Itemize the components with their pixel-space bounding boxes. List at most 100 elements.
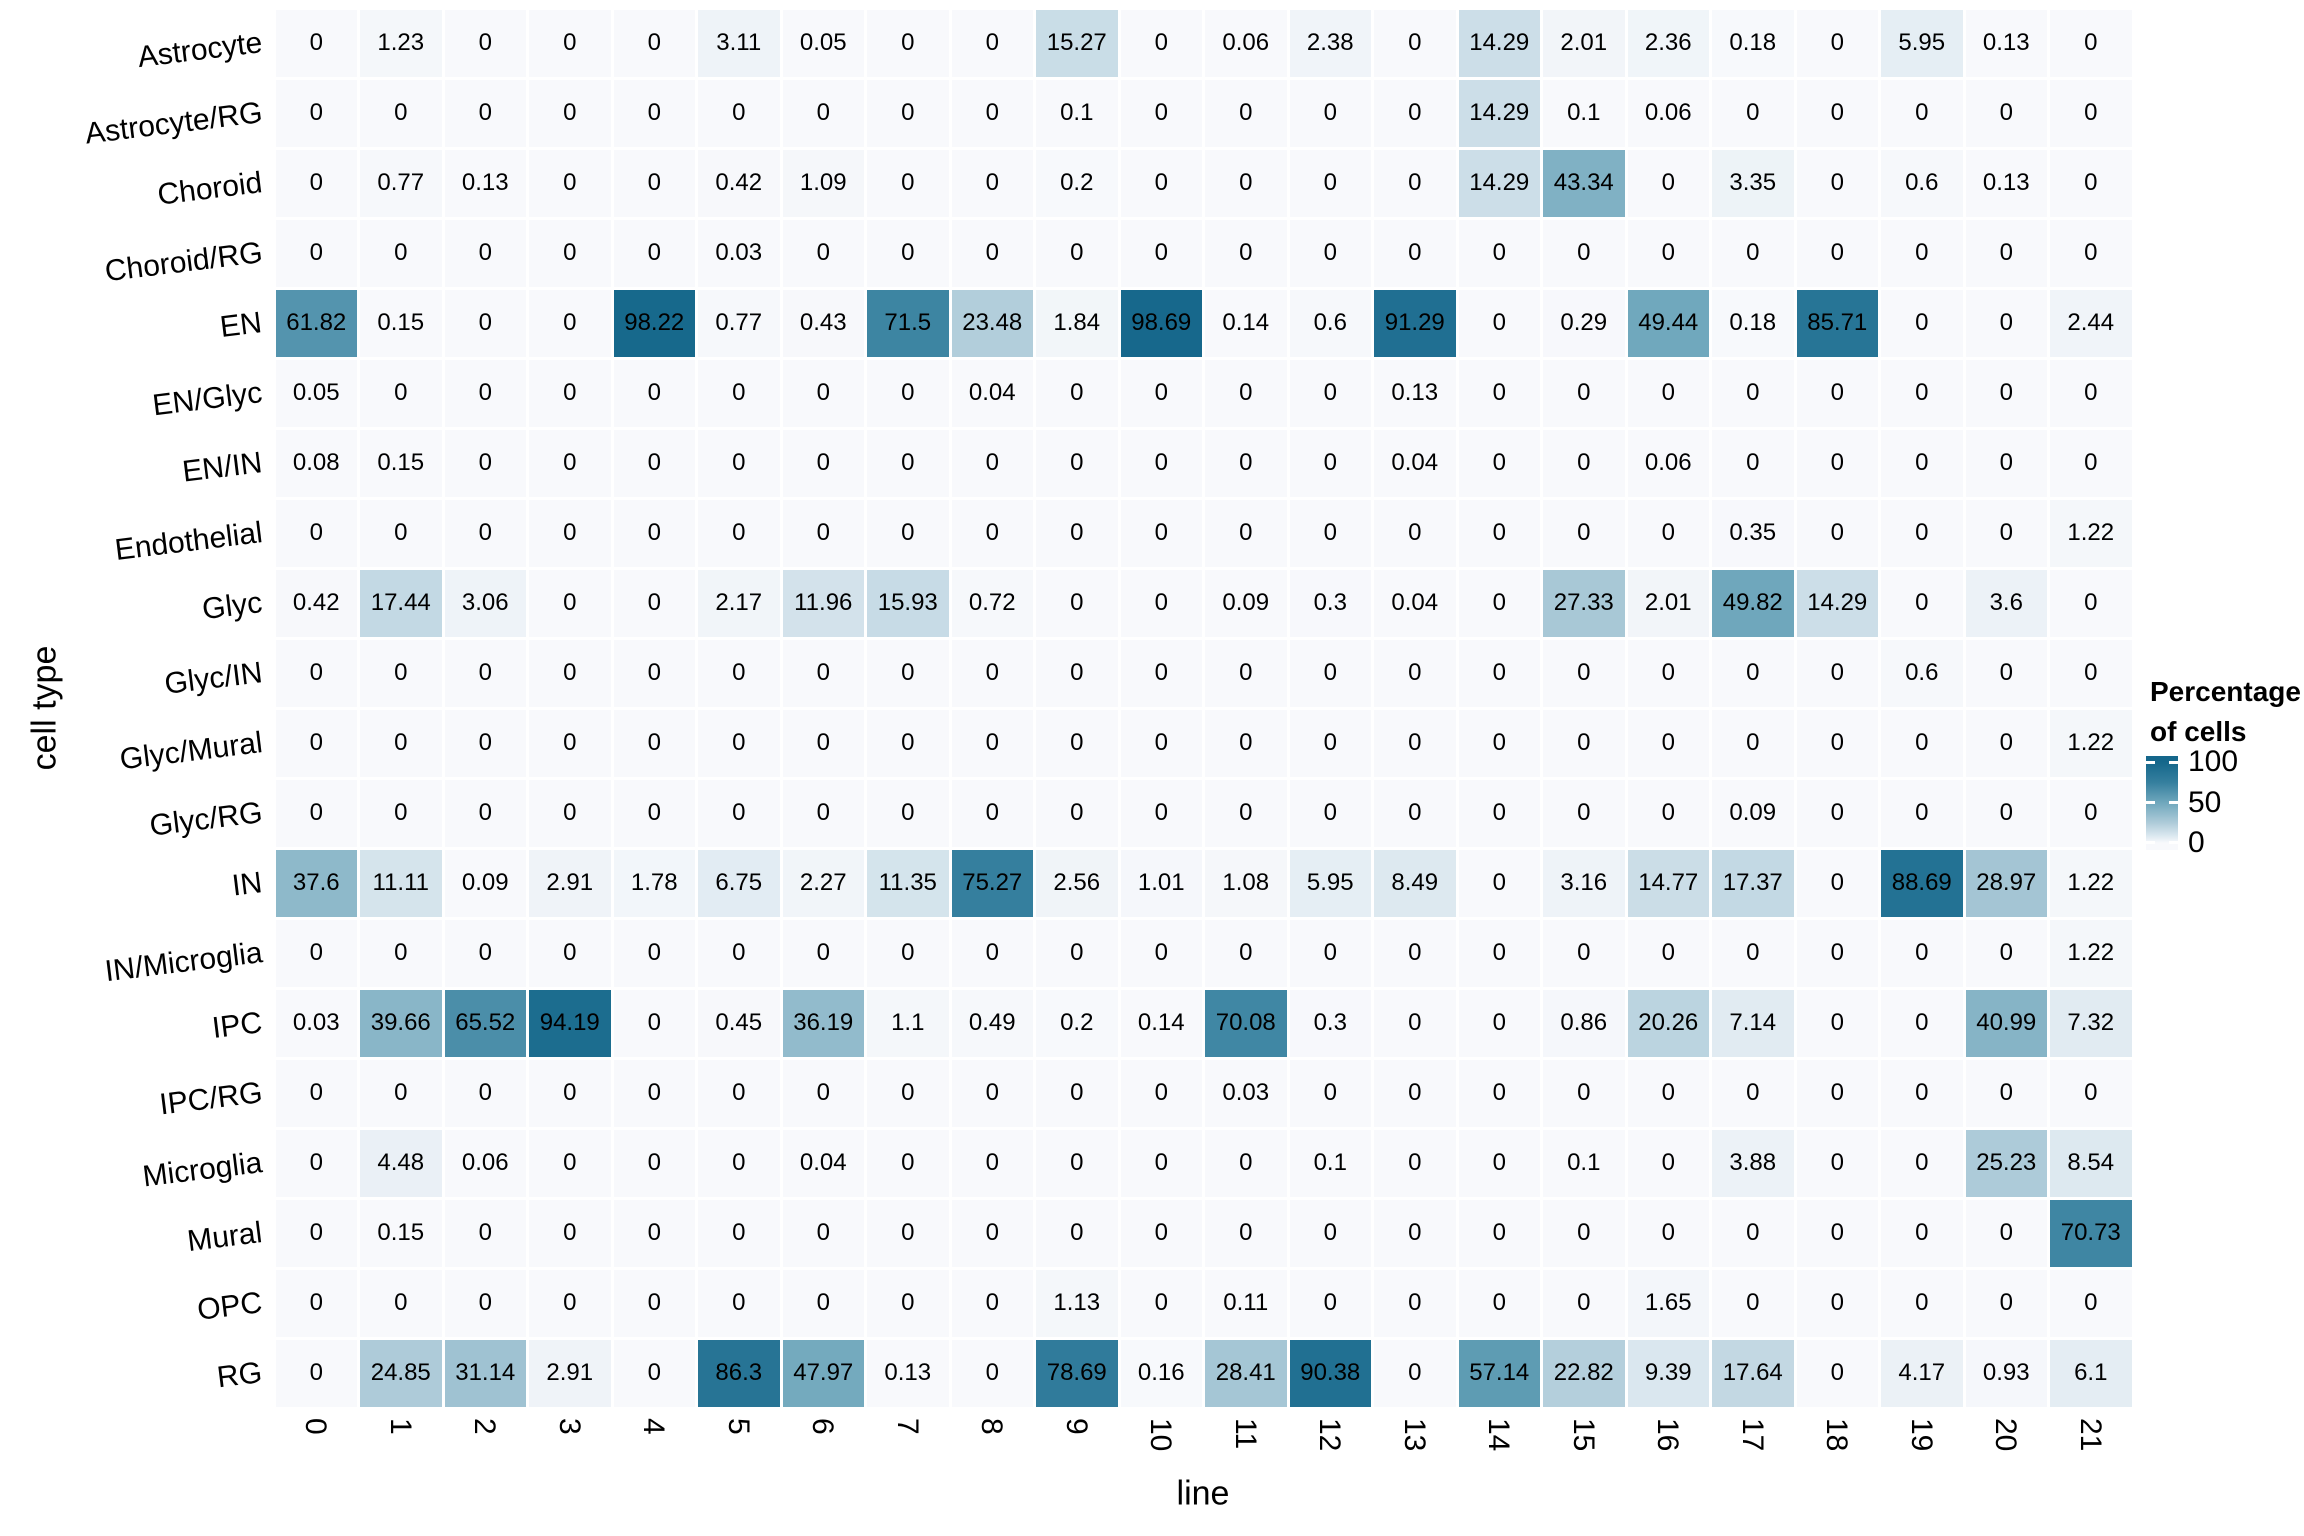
heatmap-cell: 0 [360, 79, 442, 147]
heatmap-cell: 70.73 [2050, 1199, 2132, 1267]
heatmap-cell: 0 [698, 1059, 780, 1127]
x-axis-label: 2 [468, 1418, 502, 1435]
heatmap-cell: 0 [1881, 989, 1963, 1057]
heatmap-cell: 0 [1627, 779, 1709, 847]
heatmap-cell: 0 [1796, 219, 1878, 287]
heatmap-cell: 65.52 [444, 989, 526, 1057]
heatmap-cell: 1.78 [613, 849, 695, 917]
heatmap-cell: 0 [1374, 499, 1456, 567]
heatmap-cell: 0.04 [951, 359, 1033, 427]
heatmap-cell: 0 [1796, 989, 1878, 1057]
heatmap-cell: 0 [1205, 779, 1287, 847]
heatmap-cell: 0 [1205, 709, 1287, 777]
heatmap-cell: 0 [1881, 569, 1963, 637]
heatmap-cell: 20.26 [1627, 989, 1709, 1057]
heatmap-cell: 0 [1374, 149, 1456, 217]
y-axis-label: Astrocyte/RG [82, 96, 264, 151]
heatmap-cell: 0 [1796, 1129, 1878, 1197]
heatmap-cell: 0 [1796, 639, 1878, 707]
heatmap-cell: 5.95 [1881, 9, 1963, 77]
heatmap-cell: 0 [1036, 779, 1118, 847]
legend-tick-dash [2169, 841, 2178, 845]
heatmap-cell: 0 [529, 9, 611, 77]
heatmap-cell: 0 [1796, 779, 1878, 847]
heatmap-cell: 0.13 [444, 149, 526, 217]
heatmap-cell: 0 [1458, 1129, 1540, 1197]
heatmap-cell: 0 [444, 359, 526, 427]
heatmap-cell: 86.3 [698, 1339, 780, 1407]
heatmap-cell: 0 [698, 919, 780, 987]
heatmap-cell: 0 [1458, 1199, 1540, 1267]
heatmap-cell: 0 [951, 149, 1033, 217]
heatmap-cell: 0 [1374, 9, 1456, 77]
heatmap-cell: 22.82 [1543, 1339, 1625, 1407]
heatmap-cell: 0 [444, 499, 526, 567]
heatmap-cell: 11.11 [360, 849, 442, 917]
heatmap-cell: 0 [1627, 919, 1709, 987]
heatmap-cell: 0 [1036, 639, 1118, 707]
heatmap-cell: 3.35 [1712, 149, 1794, 217]
heatmap-cell: 0 [1458, 499, 1540, 567]
heatmap-cell: 0.42 [698, 149, 780, 217]
heatmap-cell: 0 [1796, 79, 1878, 147]
heatmap-cell: 1.13 [1036, 1269, 1118, 1337]
x-axis-label: 6 [806, 1418, 840, 1435]
heatmap-cell: 14.29 [1458, 79, 1540, 147]
heatmap-cell: 7.14 [1712, 989, 1794, 1057]
heatmap-cell: 0 [1205, 499, 1287, 567]
legend-title: Percentage of cells [2150, 672, 2301, 752]
heatmap-cell: 0 [1543, 1269, 1625, 1337]
heatmap-cell: 0 [1965, 1269, 2047, 1337]
heatmap-cell: 0 [698, 779, 780, 847]
heatmap-cell: 0.6 [1881, 639, 1963, 707]
heatmap-cell: 0 [782, 779, 864, 847]
heatmap-cell: 0 [867, 919, 949, 987]
heatmap-cell: 0 [529, 779, 611, 847]
heatmap-cell: 0 [275, 1059, 357, 1127]
heatmap-cell: 0.03 [275, 989, 357, 1057]
heatmap-cell: 0 [613, 499, 695, 567]
heatmap-cell: 0.14 [1120, 989, 1202, 1057]
heatmap-cell: 0 [529, 149, 611, 217]
x-axis-label: 13 [1397, 1418, 1431, 1452]
heatmap-cell: 0 [951, 1339, 1033, 1407]
heatmap-cell: 0 [951, 1269, 1033, 1337]
heatmap-cell: 0 [951, 499, 1033, 567]
heatmap-cell: 0.16 [1120, 1339, 1202, 1407]
y-axis-label: Endothelial [112, 516, 264, 567]
heatmap-cell: 0 [360, 1269, 442, 1337]
heatmap-cell: 0 [1543, 1059, 1625, 1127]
heatmap-cell: 0 [1712, 79, 1794, 147]
heatmap-cell: 0 [951, 709, 1033, 777]
y-axis-title: cell type [25, 645, 64, 771]
heatmap-cell: 0 [1627, 149, 1709, 217]
heatmap-cell: 0 [275, 779, 357, 847]
heatmap-cell: 0.3 [1289, 989, 1371, 1057]
heatmap-cell: 0.03 [698, 219, 780, 287]
heatmap-cell: 3.06 [444, 569, 526, 637]
heatmap-cell: 2.44 [2050, 289, 2132, 357]
heatmap-cell: 0 [782, 359, 864, 427]
x-axis-label: 7 [890, 1418, 924, 1435]
heatmap-cell: 0 [1374, 989, 1456, 1057]
heatmap-cell: 0 [1458, 849, 1540, 917]
heatmap-cell: 0 [1374, 1339, 1456, 1407]
heatmap-cell: 0 [782, 429, 864, 497]
heatmap-cell: 0 [360, 499, 442, 567]
heatmap-cell: 0 [867, 1269, 949, 1337]
heatmap-cell: 0 [951, 919, 1033, 987]
heatmap-cell: 85.71 [1796, 289, 1878, 357]
heatmap-cell: 0 [444, 289, 526, 357]
heatmap-cell: 1.22 [2050, 919, 2132, 987]
heatmap-cell: 0 [1627, 499, 1709, 567]
legend-tick-dash [2169, 801, 2178, 805]
heatmap-cell: 0 [529, 289, 611, 357]
heatmap-cell: 0 [1881, 779, 1963, 847]
heatmap-cell: 49.82 [1712, 569, 1794, 637]
heatmap-cell: 0 [1458, 779, 1540, 847]
legend-tick-dash [2146, 801, 2155, 805]
heatmap-cell: 0 [1036, 429, 1118, 497]
y-axis-label: IN/Microglia [102, 936, 264, 989]
heatmap-cell: 0 [1374, 79, 1456, 147]
heatmap-cell: 0 [1120, 1059, 1202, 1127]
